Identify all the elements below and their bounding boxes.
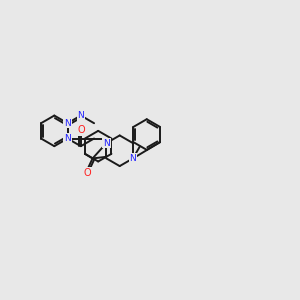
Text: N: N bbox=[130, 154, 136, 163]
Text: N: N bbox=[77, 111, 84, 120]
Text: N: N bbox=[64, 134, 71, 143]
Text: N: N bbox=[64, 119, 71, 128]
Text: O: O bbox=[77, 125, 85, 135]
Text: O: O bbox=[83, 168, 91, 178]
Text: N: N bbox=[103, 139, 110, 148]
